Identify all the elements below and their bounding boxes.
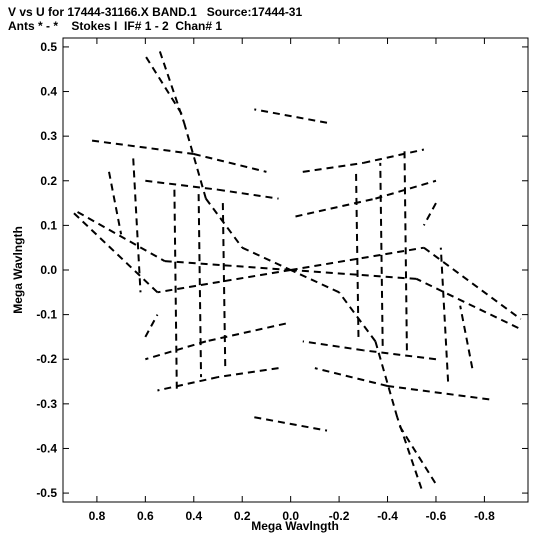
uv-track — [217, 367, 279, 379]
uv-track — [295, 197, 376, 218]
uv-track — [416, 278, 519, 329]
uv-track — [221, 203, 227, 369]
uv-track — [439, 247, 450, 382]
uv-track — [374, 341, 399, 418]
x-tick-label: 0.4 — [185, 509, 202, 523]
y-tick-label: -0.1 — [36, 308, 57, 322]
uv-track — [132, 158, 142, 293]
y-tick-label: 0.0 — [40, 263, 57, 277]
uv-track — [157, 269, 291, 294]
uv-track — [403, 149, 408, 351]
x-tick-label: 0.2 — [234, 509, 251, 523]
uv-track — [375, 179, 437, 200]
y-tick-label: 0.3 — [40, 129, 57, 143]
uv-track — [423, 246, 522, 320]
uv-track — [302, 161, 364, 173]
uv-track — [145, 340, 207, 361]
uv-track — [290, 269, 340, 294]
uv-track — [302, 340, 364, 352]
uv-track — [217, 188, 279, 200]
y-tick-label: 0.2 — [40, 174, 57, 188]
uv-track — [183, 122, 207, 199]
uv-track — [164, 260, 291, 271]
uv-track — [254, 108, 328, 124]
uv-track — [363, 349, 437, 361]
uv-track — [197, 194, 203, 378]
chart-title-line-1: V vs U for 17444-31166.X BAND.1 Source:1… — [8, 5, 303, 19]
y-tick-label: -0.4 — [36, 441, 57, 455]
y-tick-label: -0.5 — [36, 486, 57, 500]
uv-track — [338, 291, 377, 342]
uv-track — [71, 211, 159, 294]
x-tick-label: 0.0 — [282, 509, 299, 523]
uv-track — [91, 139, 194, 155]
uv-track — [459, 305, 474, 369]
uv-track — [290, 269, 417, 280]
uv-track — [173, 189, 178, 391]
uv-track — [290, 246, 425, 271]
x-tick-label: 0.8 — [89, 509, 106, 523]
uv-track — [422, 202, 437, 226]
y-tick-label: -0.3 — [36, 397, 57, 411]
uv-track — [205, 322, 287, 343]
data-marks — [71, 51, 522, 489]
y-tick-label: 0.4 — [40, 85, 57, 99]
uv-track — [193, 153, 267, 173]
uv-track — [254, 416, 328, 432]
uv-track — [108, 171, 123, 235]
uv-track — [387, 385, 490, 401]
uv-track — [363, 148, 425, 164]
uv-track — [355, 171, 360, 337]
uv-track — [77, 211, 166, 262]
x-axis-label: Mega Wavlngth — [251, 519, 339, 533]
x-tick-label: -0.4 — [377, 509, 398, 523]
x-tick-label: -0.8 — [474, 509, 495, 523]
uv-track — [145, 179, 219, 191]
uv-track — [205, 198, 244, 249]
chart-title-line-2: Ants * - * Stokes I IF# 1 - 2 Chan# 1 — [8, 19, 223, 33]
uv-track — [144, 314, 159, 338]
y-axis-label: Mega Wavlngth — [11, 226, 25, 314]
uv-track — [379, 162, 384, 346]
x-tick-label: 0.6 — [137, 509, 154, 523]
y-tick-label: -0.2 — [36, 352, 57, 366]
x-tick-label: -0.2 — [329, 509, 350, 523]
uv-track — [241, 246, 292, 271]
uv-track — [157, 376, 219, 392]
y-tick-label: 0.5 — [40, 40, 57, 54]
y-axis-ticks: 0.5 0.4 0.3 0.2 0.1 0.0 -0.1 -0.2 -0.3 -0.4 -0.5 — [36, 40, 528, 500]
x-tick-label: -0.6 — [426, 509, 447, 523]
uv-track — [314, 367, 388, 387]
x-axis-ticks: 0.8 0.6 0.4 0.2 0.0 -0.2 -0.4 -0.6 -0.8 — [89, 38, 495, 523]
y-tick-label: 0.1 — [40, 218, 57, 232]
